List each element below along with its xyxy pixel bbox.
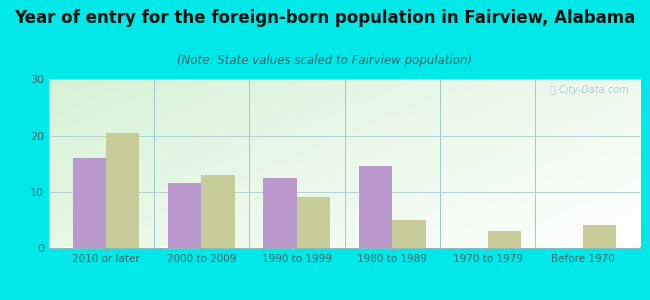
Legend: Fairview, Alabama: Fairview, Alabama [255, 299, 434, 300]
Text: (Note: State values scaled to Fairview population): (Note: State values scaled to Fairview p… [177, 54, 473, 67]
Bar [263, 178, 297, 248]
Bar [106, 133, 139, 248]
Bar [392, 220, 426, 248]
Bar [168, 183, 202, 248]
Text: Ⓜ City-Data.com: Ⓜ City-Data.com [550, 85, 629, 94]
Bar [359, 166, 392, 248]
Bar [297, 197, 330, 248]
Bar [73, 158, 106, 248]
Bar [488, 231, 521, 248]
Bar [583, 225, 616, 248]
Text: Year of entry for the foreign-born population in Fairview, Alabama: Year of entry for the foreign-born popul… [14, 9, 636, 27]
Bar [202, 175, 235, 248]
